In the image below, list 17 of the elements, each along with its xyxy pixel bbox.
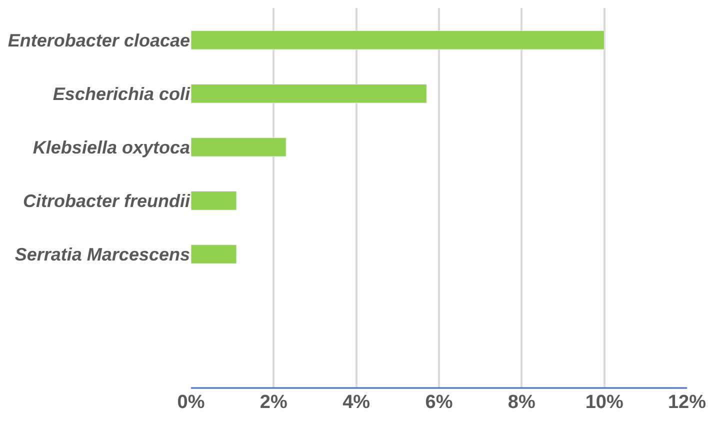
x-tick-label: 0% [177, 392, 205, 413]
x-tick-label: 2% [260, 392, 288, 413]
x-tick-label: 4% [342, 392, 370, 413]
bar [191, 191, 237, 210]
bar [191, 84, 427, 104]
y-tick-label: Enterobacter cloacae [8, 30, 190, 50]
y-tick-label: Serratia Marcescens [14, 244, 190, 264]
bar [191, 138, 286, 157]
y-tick-label: Escherichia coli [52, 84, 191, 104]
x-tick-label: 6% [425, 392, 453, 413]
bar [191, 30, 605, 50]
bar [191, 244, 237, 264]
y-tick-label: Klebsiella oxytoca [32, 137, 190, 158]
x-tick-label: 10% [585, 392, 624, 413]
y-tick-label: Citrobacter freundii [22, 190, 191, 211]
x-tick-label: 12% [668, 392, 706, 413]
x-tick-label: 8% [508, 392, 536, 413]
